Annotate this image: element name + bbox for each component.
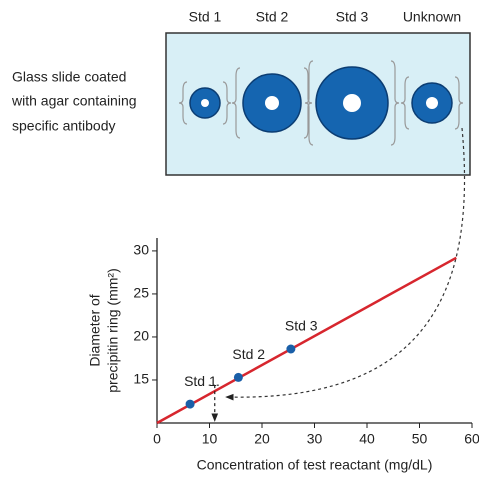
standard-point [234, 373, 243, 382]
slide-label: specific antibody [12, 118, 116, 134]
x-axis-label: Concentration of test reactant (mg/dL) [197, 457, 433, 473]
y-tick-label: 20 [133, 328, 149, 344]
fit-line [157, 258, 456, 423]
standard-point [186, 400, 195, 409]
well [426, 97, 438, 109]
x-tick-label: 10 [202, 431, 218, 447]
point-label: Std 1 [184, 373, 217, 389]
well [201, 99, 209, 107]
y-tick-label: 15 [133, 371, 149, 387]
well-label: Std 2 [256, 9, 289, 25]
well [265, 96, 279, 110]
y-tick-label: 30 [133, 242, 149, 258]
x-tick-label: 40 [359, 431, 375, 447]
y-tick-label: 25 [133, 285, 149, 301]
well [343, 94, 361, 112]
x-tick-label: 60 [464, 431, 479, 447]
page: Glass slide coated with agar containing … [0, 0, 479, 478]
well-label: Std 3 [336, 9, 369, 25]
y-axis-label: Diameter of [87, 294, 103, 366]
slide-label: Glass slide coated [12, 69, 126, 85]
standard-point [286, 345, 295, 354]
y-axis-label: precipitin ring (mm²) [105, 268, 121, 392]
x-tick-label: 20 [254, 431, 270, 447]
point-label: Std 3 [285, 318, 318, 334]
well-label: Unknown [403, 9, 461, 25]
x-tick-label: 0 [153, 431, 161, 447]
x-tick-label: 30 [307, 431, 323, 447]
well-label: Std 1 [189, 9, 222, 25]
point-label: Std 2 [232, 346, 265, 362]
x-tick-label: 50 [412, 431, 428, 447]
slide-label: with agar containing [11, 93, 137, 109]
